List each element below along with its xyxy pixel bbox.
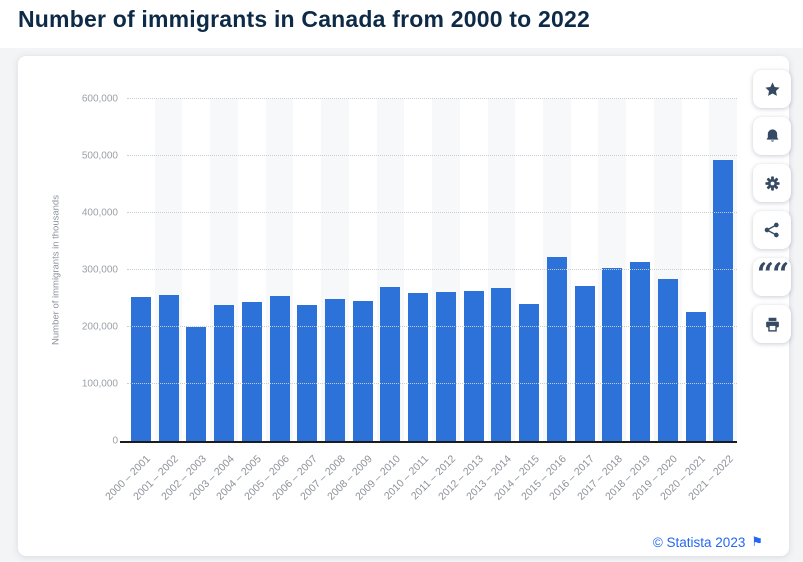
chart-card: Number of immigrants in thousands 0 100,0… [18, 56, 789, 556]
category-column [265, 99, 294, 441]
category-column [321, 99, 349, 441]
category-column [210, 99, 238, 441]
category-column [432, 99, 460, 441]
bar-2014–2015[interactable] [519, 304, 540, 441]
y-tick-label: 600,000 [81, 93, 118, 105]
flag-icon: ⚑ [751, 534, 763, 549]
bar-2012–2013[interactable] [463, 291, 484, 441]
category-column [515, 99, 543, 441]
bar-2013–2014[interactable] [491, 288, 512, 441]
bar-2004–2005[interactable] [241, 301, 262, 441]
category-column [293, 99, 321, 441]
category-column [376, 99, 405, 441]
y-tick-label: 100,000 [81, 378, 118, 390]
category-column [653, 99, 682, 441]
y-tick-label: 500,000 [81, 150, 118, 162]
bar-2001–2002[interactable] [158, 294, 179, 441]
bar-2002–2003[interactable] [186, 327, 207, 441]
bar-2020–2021[interactable] [685, 312, 706, 441]
category-column [238, 99, 266, 441]
category-column [598, 99, 627, 441]
bars-layer [127, 99, 738, 441]
y-tick-label: 400,000 [81, 207, 118, 219]
bar-2019–2020[interactable] [657, 279, 678, 441]
category-column [349, 99, 377, 441]
bar-2000–2001[interactable] [130, 297, 151, 441]
category-column [154, 99, 183, 441]
bar-2021–2022[interactable] [713, 159, 734, 441]
category-column [127, 99, 155, 441]
bar-2009–2010[interactable] [380, 286, 401, 441]
statista-credit-link[interactable]: © Statista 2023 ⚑ [653, 534, 763, 550]
category-column [460, 99, 488, 441]
category-column [626, 99, 654, 441]
category-column [571, 99, 599, 441]
bar-2018–2019[interactable] [630, 262, 651, 441]
gear-icon [764, 175, 781, 192]
y-axis-tick-labels: 0 100,000 200,000 300,000 400,000 500,000 600,… [18, 94, 118, 447]
bar-2016–2017[interactable] [574, 285, 595, 441]
credit-text: © Statista 2023 [652, 534, 746, 550]
bar-2003–2004[interactable] [214, 304, 235, 441]
y-tick-label: 0 [112, 435, 118, 447]
bar-2017–2018[interactable] [602, 268, 623, 441]
printer-icon [764, 316, 781, 333]
category-column [543, 99, 571, 441]
x-axis-labels: 2000 – 2001 2001 – 2002 2002 – 2003 2003 – … [104, 447, 737, 527]
x-axis-line [120, 441, 737, 443]
bar-2015–2016[interactable] [546, 256, 567, 441]
share-icon [764, 222, 780, 238]
category-column [404, 99, 432, 441]
alerts-button[interactable] [753, 117, 791, 155]
category-column [182, 99, 210, 441]
page-title: Number of immigrants in Canada from 2000… [18, 6, 590, 32]
bar-2007–2008[interactable] [325, 298, 345, 441]
star-icon [764, 81, 781, 98]
share-button[interactable] [753, 211, 791, 249]
category-column [487, 99, 516, 441]
category-column [709, 99, 738, 441]
plot-area [120, 98, 738, 443]
y-tick-label: 300,000 [81, 264, 118, 276]
bar-2005–2006[interactable] [269, 296, 290, 441]
quote-icon: ““ [756, 256, 789, 292]
category-column [682, 99, 710, 441]
settings-button[interactable] [753, 164, 791, 202]
bar-2006–2007[interactable] [297, 305, 318, 441]
bar-2008–2009[interactable] [352, 301, 373, 441]
cite-button[interactable]: ““ [753, 258, 791, 296]
bar-2011–2012[interactable] [435, 292, 456, 441]
bell-icon [764, 128, 781, 145]
favorite-button[interactable] [753, 70, 791, 108]
y-tick-label: 200,000 [81, 321, 118, 333]
bar-2010–2011[interactable] [408, 293, 429, 441]
print-button[interactable] [753, 305, 791, 343]
